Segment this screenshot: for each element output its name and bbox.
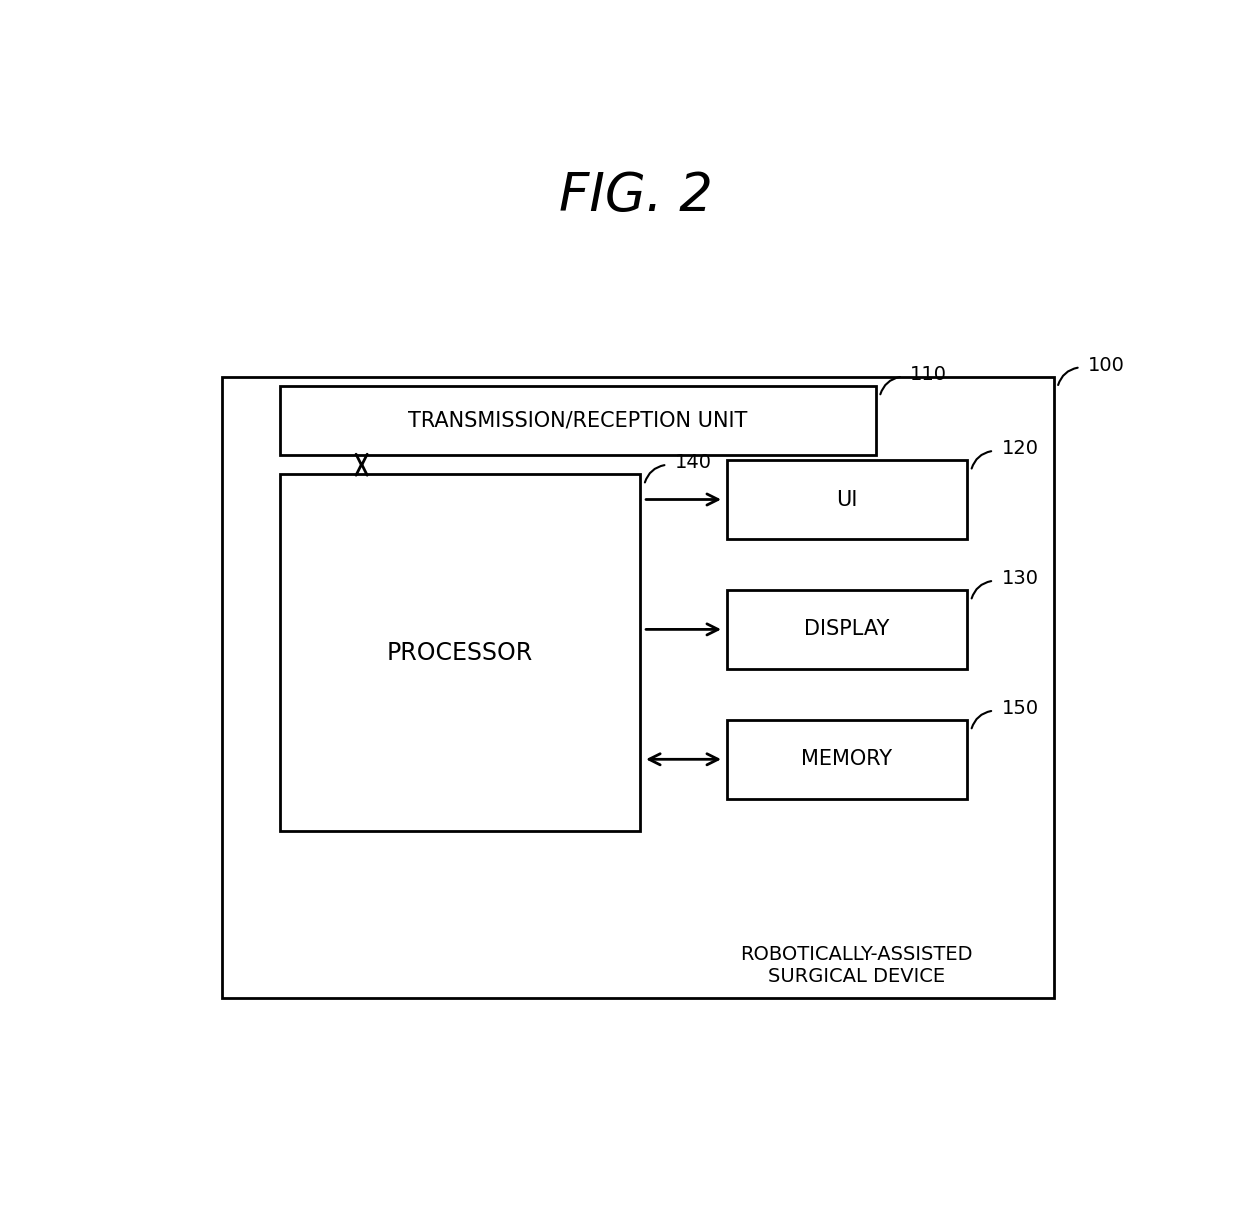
- Text: 150: 150: [1002, 699, 1039, 718]
- Text: MEMORY: MEMORY: [801, 750, 893, 769]
- Bar: [280, 474, 640, 831]
- Text: 140: 140: [675, 453, 712, 472]
- Text: ROBOTICALLY-ASSISTED
SURGICAL DEVICE: ROBOTICALLY-ASSISTED SURGICAL DEVICE: [740, 945, 972, 986]
- Text: 130: 130: [1002, 569, 1039, 588]
- Bar: [727, 719, 967, 799]
- Text: PROCESSOR: PROCESSOR: [387, 641, 533, 665]
- Bar: [222, 376, 1054, 998]
- Text: 110: 110: [910, 365, 947, 384]
- Bar: [727, 590, 967, 669]
- Text: TRANSMISSION/RECEPTION UNIT: TRANSMISSION/RECEPTION UNIT: [408, 411, 748, 430]
- Text: 100: 100: [1089, 355, 1125, 375]
- Text: FIG. 2: FIG. 2: [559, 170, 712, 222]
- Text: DISPLAY: DISPLAY: [805, 619, 889, 640]
- Text: 120: 120: [1002, 440, 1039, 458]
- Bar: [280, 386, 875, 455]
- Text: UI: UI: [836, 489, 858, 510]
- Bar: [727, 460, 967, 539]
